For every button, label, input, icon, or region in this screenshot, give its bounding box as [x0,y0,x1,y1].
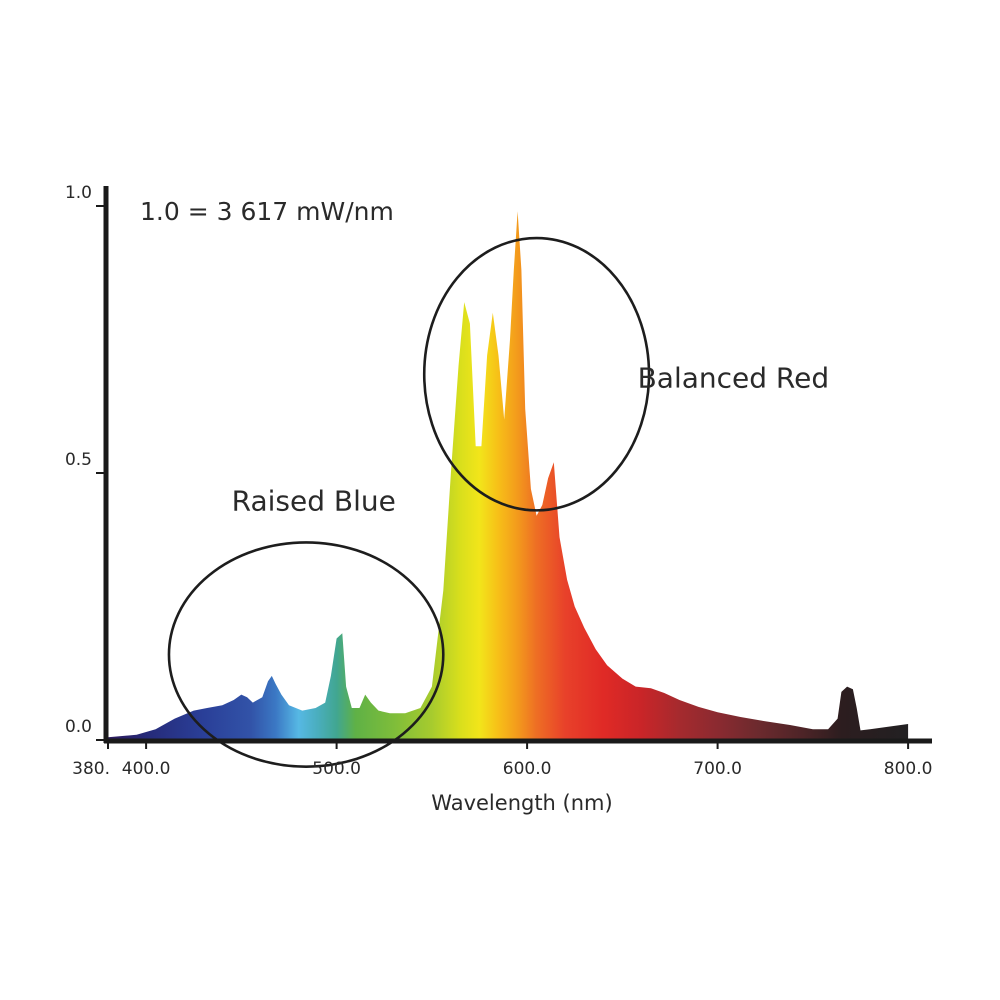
y-tick-label: 0.5 [65,450,92,470]
x-tick-label: 700.0 [693,759,742,779]
x-tick-label: 600.0 [503,759,552,779]
plot-area [108,211,909,741]
x-axis-title: Wavelength (nm) [431,791,612,815]
y-tick-label: 0.0 [65,717,92,737]
scale-note: 1.0 = 3 617 mW/nm [140,197,394,226]
annotation-label: Raised Blue [232,484,396,517]
annotation-label: Balanced Red [638,362,830,395]
annotation-layer: Raised Blue Balanced Red [167,236,830,768]
axes: 0.0 0.5 1.0 380. 400.0 500.0 600.0 700.0 800.0 Wa… [65,183,932,815]
x-tick-label: 380. [72,759,110,779]
spectrum-area [108,211,909,741]
x-tick-label: 500.0 [312,759,361,779]
x-tick-label: 400.0 [122,759,171,779]
annotation-ellipse [167,541,445,768]
y-tick-label: 1.0 [65,183,92,203]
annotation-ellipse [422,236,651,512]
x-tick-label: 800.0 [884,759,933,779]
